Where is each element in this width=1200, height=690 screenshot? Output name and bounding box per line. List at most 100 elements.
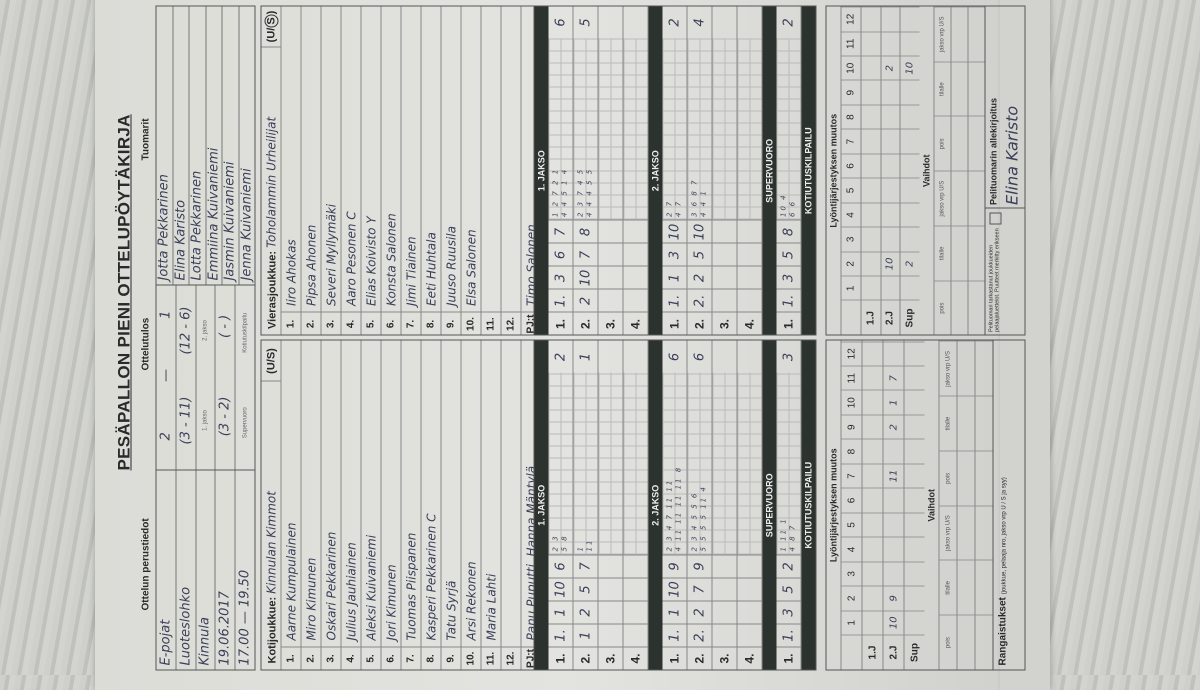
lineup-value <box>861 153 881 178</box>
batter-number: 3 <box>548 266 573 289</box>
lineup-row-label: Sup <box>904 634 925 670</box>
batter-number <box>712 266 737 289</box>
team-name-value: Toholammin Urheilijat <box>264 116 278 248</box>
player-name: Severi Myllymäki <box>324 203 338 306</box>
lineup-value <box>881 153 900 178</box>
team-header-label: Kotijoukkue: <box>266 593 278 664</box>
lineup-col: 10 <box>841 55 861 80</box>
player-row: 1. Iiro Ahokas <box>281 6 302 335</box>
batter-number: 3 <box>776 266 801 289</box>
lineup-col: 11 <box>841 31 861 56</box>
batter-number: 8 <box>776 220 801 243</box>
inning-score: 4 <box>692 18 707 27</box>
player-row: 7. Tuomas Piispanen <box>401 341 422 670</box>
player-row: 10. Arsi Rekonen <box>461 341 482 670</box>
team-header-row: Kotijoukkue: Kinnulan Kimmot (U/S) <box>261 341 282 670</box>
player-name: Aarne Kumpulainen <box>284 522 298 641</box>
subs-cell <box>951 280 968 335</box>
run-grid <box>623 373 648 555</box>
player-number: 7. <box>401 312 421 335</box>
inning-number <box>737 623 762 647</box>
referee-name: Jotta Pekkarinen <box>156 6 173 285</box>
basic-info: E-pojat Luoteslohko Kinnula 19.06.2017 17.00… <box>156 469 255 670</box>
subs-col: pois <box>939 614 957 670</box>
home-team-list: Kotijoukkue: Kinnulan Kimmot (U/S) 1. Aarne… <box>260 340 542 671</box>
supervuoro-label: Supervuoro <box>242 407 249 439</box>
player-row: 12. <box>501 6 522 335</box>
check-box[interactable] <box>989 213 1002 225</box>
basic-info-value: E-pojat <box>156 470 177 670</box>
lineup-value <box>904 414 925 439</box>
player-name: Elsa Salonen <box>464 229 478 306</box>
player-number: 12. <box>501 646 521 670</box>
lineup-row-label: Sup <box>900 300 920 335</box>
player-number: 1. <box>281 312 301 335</box>
run-grid <box>598 38 623 220</box>
referees-label: Tuomarit <box>140 118 152 161</box>
run-marks: 2 7 <box>665 199 674 217</box>
subs-cell <box>968 61 985 116</box>
batter-number <box>712 600 737 624</box>
subs-cell <box>975 450 993 506</box>
lineup-col: 8 <box>841 438 862 464</box>
player-name: Eeti Huhtala <box>424 232 438 306</box>
subs-cell <box>968 116 985 171</box>
run-grid <box>598 373 623 555</box>
player-row: 4. Aaro Pesonen C <box>341 6 362 335</box>
score-dash: — <box>158 369 174 383</box>
player-row: 6. Jori Kimunen <box>381 341 402 670</box>
run-marks: 1 11 1 <box>779 517 788 552</box>
visitor-changes: Lyöntijärjestyksen muutos 1 2 3 4 5 6 7 8 9 10 11 12… <box>825 5 1026 336</box>
lineup-value <box>900 226 920 252</box>
inning-score: 6 <box>667 352 682 362</box>
batter-number: 3 <box>776 600 801 624</box>
player-number: 11. <box>481 312 501 335</box>
lineup-col: 7 <box>841 463 862 488</box>
player-name: Arsi Rekonen <box>464 561 478 641</box>
lineup-header: 1 2 3 4 5 6 7 8 9 10 11 12 <box>840 341 862 670</box>
lineup-col: 3 <box>841 226 861 252</box>
subs-cell <box>957 505 975 560</box>
run-marks: 4 7 <box>674 199 683 217</box>
player-number: 8. <box>421 312 441 335</box>
basic-info-label: Ottelun perustiedot <box>140 518 152 611</box>
batter-number: 10 <box>548 577 573 601</box>
run-grid <box>623 38 648 220</box>
batter-number: 9 <box>687 554 712 578</box>
player-row: 9. Juuso Ruusila <box>441 6 462 335</box>
period-header: KOTIUTUSKILPAILU <box>801 341 816 670</box>
lineup-row: 2.J 10 2 <box>880 6 900 335</box>
lineup-col: 8 <box>841 104 861 129</box>
batter-number: 5 <box>776 577 801 601</box>
run-marks: 1 2 7 2 1 <box>551 167 560 217</box>
lineup-value <box>861 55 881 80</box>
player-row: 10. Elsa Salonen <box>461 6 482 335</box>
period-header: 2. JAKSO <box>648 6 663 335</box>
run-marks: 3 6 8 7 <box>690 178 699 218</box>
batter-number <box>737 243 762 266</box>
run-marks: 4 4 5 1 4 <box>560 167 569 217</box>
run-grid <box>737 373 762 555</box>
batter-number <box>712 577 737 601</box>
batter-number: 1 <box>662 266 687 289</box>
signature-value: Elina Karisto <box>1002 105 1022 205</box>
lineup-value <box>904 463 925 488</box>
inning-score <box>713 7 737 39</box>
lineup-row-label: 2.J <box>881 300 900 335</box>
batter-number: 7 <box>573 243 598 266</box>
inning-number: 1 <box>573 623 598 647</box>
inning-score: 5 <box>578 18 593 27</box>
run-grid: 1 11 <box>573 373 598 555</box>
player-row: 8. Kasperi Pekkarinen C <box>421 341 442 670</box>
player-row: 5. Elias Koivisto Y <box>361 6 382 335</box>
row-label: 2. <box>573 312 598 335</box>
run-marks: 4 11 11 11 11 8 <box>674 465 683 552</box>
player-number: 6. <box>381 646 401 670</box>
player-number: 3. <box>321 312 341 335</box>
lineup-value <box>862 341 883 366</box>
batter-number <box>598 220 623 243</box>
lineup-col: 12 <box>841 6 861 32</box>
